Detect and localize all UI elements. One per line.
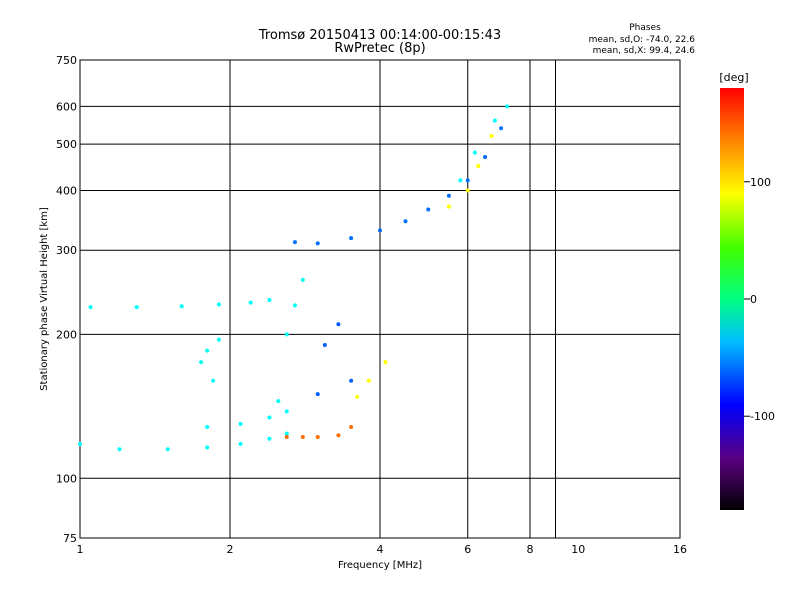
y-tick-label: 400 <box>56 184 77 197</box>
y-tick-label: 600 <box>56 100 77 113</box>
echo-point <box>179 304 184 309</box>
x-tick-label: 4 <box>377 543 384 556</box>
echo-point <box>349 236 354 241</box>
echo-point <box>322 343 327 348</box>
echo-point <box>267 436 272 441</box>
echo-point <box>355 394 360 399</box>
y-tick-label: 300 <box>56 244 77 257</box>
scatter-points <box>78 104 510 452</box>
echo-point <box>383 360 388 365</box>
echo-point <box>134 305 139 310</box>
y-tick-label: 750 <box>56 54 77 67</box>
echo-point <box>165 447 170 452</box>
echo-point <box>267 415 272 420</box>
stats-header: Phases <box>629 23 661 33</box>
echo-point <box>465 188 470 193</box>
y-tick-label: 75 <box>63 532 77 545</box>
echo-point <box>292 240 297 245</box>
echo-point <box>284 434 289 439</box>
echo-point <box>300 277 305 282</box>
colorbar-tick-label: 100 <box>750 176 771 189</box>
echo-point <box>446 204 451 209</box>
echo-point <box>315 392 320 397</box>
axis-ticks: 1 2 4 6 8 10 16 75 100 200 300 400 500 600 750 <box>56 54 687 556</box>
echo-point <box>315 434 320 439</box>
grid <box>80 60 680 538</box>
echo-point <box>284 332 289 337</box>
echo-point <box>336 322 341 327</box>
y-tick-label: 100 <box>56 472 77 485</box>
echo-point <box>238 441 243 446</box>
echo-point <box>78 441 82 446</box>
echo-point <box>492 118 497 123</box>
colorbar-label: [deg] <box>719 71 748 84</box>
echo-point <box>403 219 408 224</box>
echo-point <box>284 431 289 436</box>
echo-point <box>315 241 320 246</box>
x-axis-label: Frequency [MHz] <box>338 560 422 571</box>
x-tick-label: 6 <box>464 543 471 556</box>
echo-point <box>238 421 243 426</box>
colorbar-ticks: 100 0 -100 <box>744 176 775 423</box>
stats-line-x: mean, sd,X: 99.4, 24.6 <box>593 46 696 56</box>
echo-point <box>483 155 488 160</box>
echo-point <box>205 445 210 450</box>
chart-title: Tromsø 20150413 00:14:00-00:15:43 <box>258 28 501 43</box>
echo-point <box>117 447 122 452</box>
stats-line-o: mean, sd,O: -74.0, 22.6 <box>589 35 696 45</box>
echo-point <box>349 378 354 383</box>
echo-point <box>276 399 281 404</box>
echo-point <box>378 228 382 233</box>
x-tick-label: 8 <box>527 543 534 556</box>
echo-point <box>300 434 305 439</box>
echo-point <box>458 178 463 183</box>
echo-point <box>292 303 297 308</box>
colorbar-tick-label: -100 <box>750 410 775 423</box>
echo-point <box>476 164 481 169</box>
x-tick-label: 10 <box>571 543 585 556</box>
y-axis-label: Stationary phase Virtual Height [km] <box>39 207 50 391</box>
y-tick-label: 500 <box>56 138 77 151</box>
y-tick-label: 200 <box>56 328 77 341</box>
echo-point <box>267 298 272 303</box>
echo-point <box>366 378 371 383</box>
echo-point <box>211 378 216 383</box>
echo-point <box>465 178 470 183</box>
echo-point <box>336 433 341 438</box>
x-tick-label: 16 <box>673 543 687 556</box>
echo-point <box>284 409 289 414</box>
echo-point <box>499 126 504 131</box>
echo-point <box>446 193 451 198</box>
echo-point <box>472 150 477 155</box>
colorbar-tick-label: 0 <box>750 293 757 306</box>
chart-subtitle: RwPretec (8p) <box>334 41 425 56</box>
echo-point <box>205 425 210 430</box>
x-tick-label: 1 <box>77 543 84 556</box>
echo-point <box>88 305 93 310</box>
echo-point <box>489 134 494 139</box>
echo-point <box>248 300 253 305</box>
echo-point <box>505 104 510 109</box>
echo-point <box>216 302 221 307</box>
x-tick-label: 2 <box>227 543 234 556</box>
echo-point <box>426 207 431 212</box>
echo-point <box>199 360 204 365</box>
colorbar <box>720 88 744 510</box>
echo-point <box>205 348 210 353</box>
echo-point <box>216 337 221 342</box>
echo-point <box>349 425 354 430</box>
